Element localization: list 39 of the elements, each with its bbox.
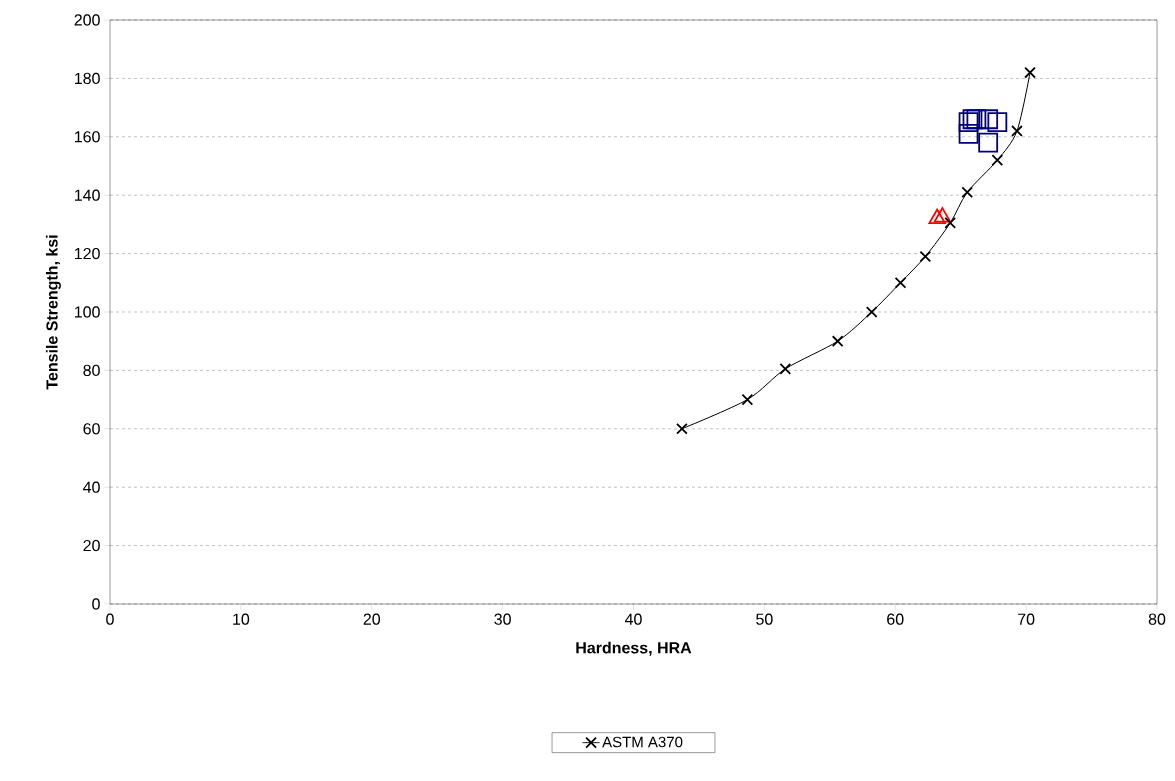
x-tick-label: 20 (363, 613, 381, 625)
y-tick-label: 140 (75, 189, 100, 201)
y-tick-label: 180 (75, 72, 100, 85)
point (1024, 66, 1036, 79)
x-axis-title: Hardness, HRA (576, 641, 692, 656)
point (676, 422, 688, 435)
point (987, 112, 1008, 133)
y-tick-label: 160 (75, 131, 100, 143)
point (1011, 125, 1023, 137)
y-tick-label: 20 (83, 539, 100, 552)
x-tick-label: 10 (233, 613, 250, 625)
y-tick-label: 100 (75, 306, 100, 318)
y-tick-label: 0 (92, 598, 100, 610)
point (958, 123, 979, 144)
x-tick-label: 50 (756, 613, 773, 625)
point (919, 250, 932, 263)
legend-label: ASTM A370 (602, 736, 683, 748)
point (961, 186, 974, 199)
y-tick-label: 60 (83, 423, 100, 435)
y-tick-label: 40 (83, 481, 100, 493)
y-tick-label: 200 (74, 14, 100, 26)
y-tick-label: 80 (83, 364, 100, 377)
point (978, 132, 999, 153)
x-tick-label: 40 (624, 613, 642, 625)
point (944, 217, 957, 229)
point (894, 276, 907, 289)
point (741, 393, 754, 406)
point (831, 335, 844, 348)
x-tick-label: 80 (1148, 613, 1166, 625)
y-axis-title: Tensile Strength, ksi (45, 235, 61, 390)
point (991, 154, 1004, 166)
x-tick-label: 60 (887, 613, 904, 625)
y-tick-label: 120 (75, 247, 100, 260)
x-tick-label: 0 (106, 613, 114, 625)
point (779, 363, 792, 375)
point (978, 109, 999, 130)
point (865, 306, 878, 318)
x-tick-label: 30 (494, 613, 511, 625)
x-tick-label: 70 (1018, 613, 1035, 625)
